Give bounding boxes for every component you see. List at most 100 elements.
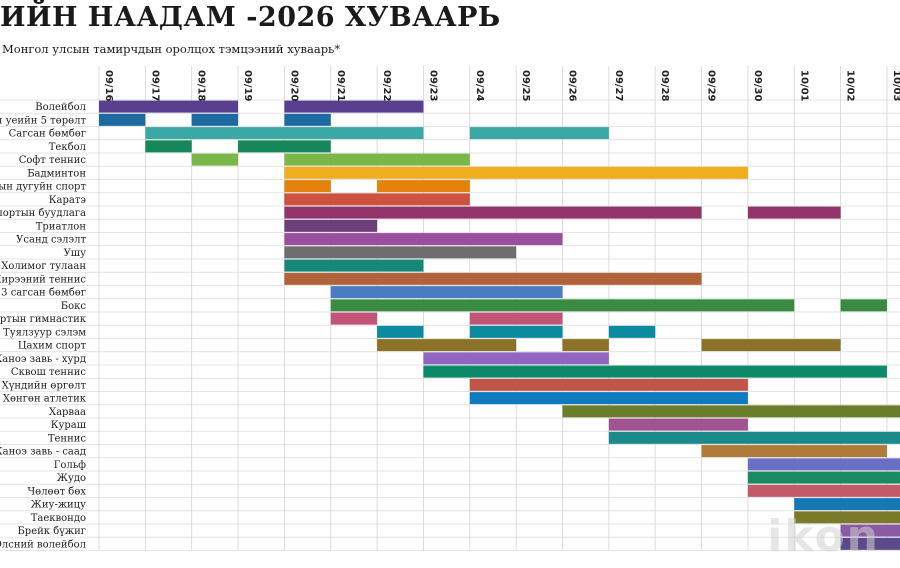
schedule-bar [840,299,887,312]
schedule-bar [284,259,424,272]
schedule-bar [562,405,900,418]
row-label: Ширээний теннис [0,274,86,285]
schedule-bar [562,339,609,352]
schedule-bar [284,153,470,166]
schedule-bar [469,127,609,140]
chart-bars [99,100,900,550]
row-label: Каноэ завь - хурд [0,354,86,365]
page-subtitle: Монгол улсын тамирчдын оролцох тэмцээний… [2,42,341,56]
row-label: Сквош теннис [11,367,86,378]
schedule-bar [284,206,702,219]
schedule-bar [469,312,563,325]
date-label: 09/20 [288,70,299,102]
row-label: Бадминтон [27,168,86,179]
row-label: Харваа [49,407,86,418]
schedule-bar [191,113,239,126]
date-label: 09/24 [474,70,485,102]
date-label: 09/29 [706,70,717,102]
row-label: Теннис [48,433,87,444]
schedule-bar [608,325,656,338]
date-label: 09/17 [149,70,160,102]
schedule-bar [840,537,900,550]
schedule-bar [284,180,331,193]
row-label: мын дугуйн спорт [0,182,86,193]
schedule-bar [99,113,146,126]
schedule-bar [794,511,900,524]
schedule-bar [423,352,609,365]
row-label: Таеквондо [31,513,86,524]
row-label: Холимог тулаан [1,261,86,272]
row-label: Сагсан бөмбөг [9,129,86,140]
schedule-bar [747,471,900,484]
schedule-bar [469,378,748,391]
row-label: Каноэ завь - саад [0,447,86,458]
schedule-bar [99,100,239,113]
page-title: ИЙН НААДАМ -2026 ХУВААРЬ [0,2,501,33]
row-label: Усанд сэлэлт [16,235,86,246]
schedule-bar [284,272,702,285]
schedule-bar [840,524,900,537]
chart-grid [0,66,900,551]
row-label: Жиу-жицу [31,500,86,511]
schedule-bar [145,127,424,140]
date-label: 10/03 [891,70,900,102]
schedule-bar [284,219,378,232]
date-label: 09/22 [381,70,392,102]
schedule-bar [747,206,841,219]
row-label: Брейк бүжиг [17,526,86,537]
schedule-bar [191,153,239,166]
date-label: 09/26 [567,70,578,102]
date-label: 09/28 [659,70,670,102]
row-label: Хөнгөн атлетик [3,394,87,405]
date-label: 10/02 [845,70,856,102]
schedule-bar [284,246,517,259]
schedule-bar [284,193,470,206]
date-label: 09/18 [196,70,207,102]
schedule-bar [377,339,517,352]
schedule-bar [794,498,900,511]
row-label: Хүндийн өргөлт [2,380,87,391]
schedule-bar [377,325,424,338]
schedule-bar [330,312,378,325]
schedule-bar [701,445,887,458]
row-label: Куpаш [51,420,87,431]
schedule-bar [608,418,748,431]
date-label: 09/16 [103,70,114,102]
schedule-bar [701,339,841,352]
schedule-bar [608,431,900,444]
date-label: 09/25 [520,70,531,102]
watermark-logo: ikon [767,511,880,562]
schedule-bar [238,140,331,153]
row-label: Элсний волейбол [0,539,86,550]
schedule-bar [284,166,748,179]
date-label: 09/23 [427,70,438,102]
schedule-bar [284,233,563,246]
date-label: 09/27 [613,70,624,102]
row-label: Бокс [61,301,87,312]
row-label: Туялзуур сэлэм [3,327,86,338]
schedule-bar [377,180,470,193]
schedule-bar [284,100,424,113]
schedule-bar [747,458,900,471]
row-label: 3×3 сагсан бөмбөг [0,288,86,299]
row-labels: Волейбол ин уеийн 5 төрөлт Сагсан бөмбөг Те… [0,102,87,550]
date-labels: 09/16 09/17 09/18 09/19 09/20 09/21 09/22 09/23… [103,70,900,102]
row-label: ортын гимнастик [0,314,87,325]
date-label: 10/01 [798,70,809,102]
schedule-bar [423,365,887,378]
schedule-bar [747,484,900,497]
date-label: 09/19 [242,70,253,102]
row-label: Ушу [64,248,87,259]
row-label: Каратэ [49,195,87,206]
row-label: Жудо [57,473,86,484]
schedule-bar [145,140,192,153]
schedule-bar [284,113,331,126]
row-label: Волейбол [35,102,86,113]
row-label: ин уеийн 5 төрөлт [0,115,86,126]
schedule-bar [469,325,563,338]
date-label: 09/21 [335,70,346,102]
row-label: Цахим спорт [18,341,87,352]
schedule-bar [330,286,563,299]
date-label: 09/30 [752,70,763,102]
row-label: Софт теннис [19,155,87,166]
